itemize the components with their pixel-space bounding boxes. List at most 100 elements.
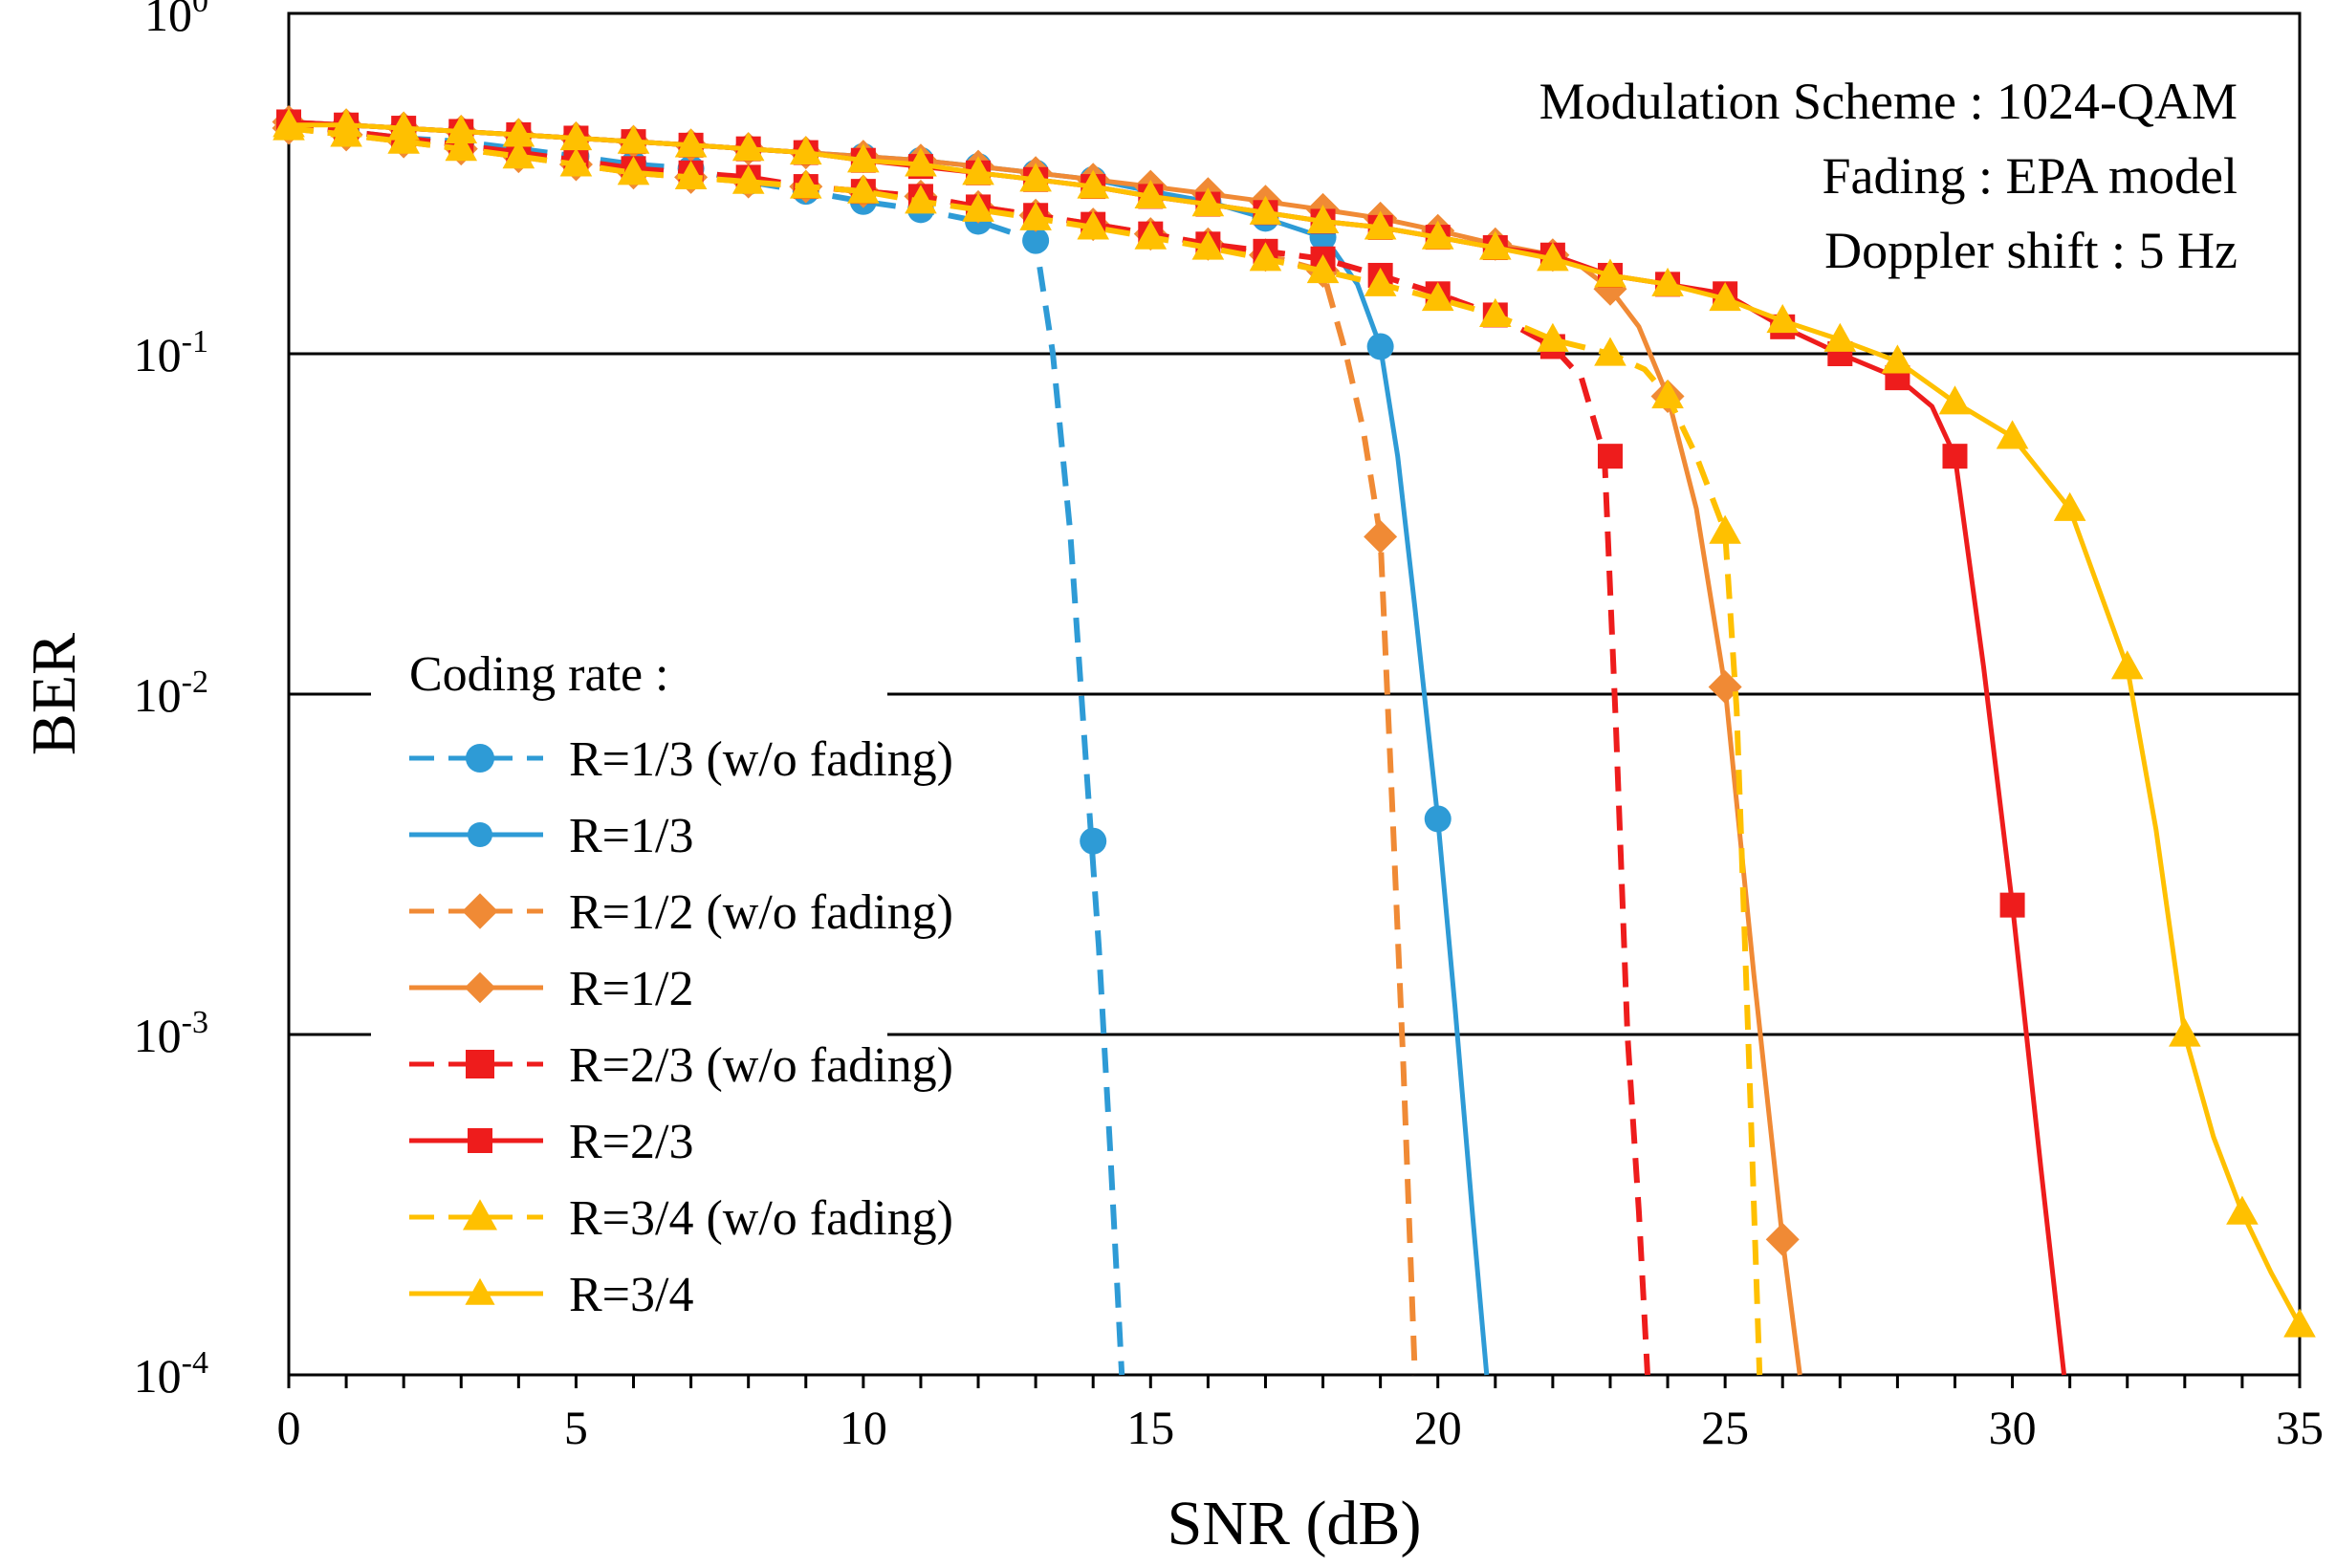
data-point — [1019, 163, 1052, 192]
data-point — [1765, 1222, 1800, 1256]
legend-item: R=1/3 — [409, 809, 693, 863]
legend-swatch-marker — [463, 1199, 497, 1230]
data-point — [1191, 187, 1225, 217]
data-point — [1996, 420, 2029, 449]
data-point — [1249, 242, 1282, 272]
legend-swatch-marker — [468, 822, 492, 847]
y-tick-label: 10-3 — [134, 1005, 208, 1062]
legend-label: R=2/3 (w/o fading) — [569, 1038, 953, 1093]
data-point — [1421, 220, 1454, 250]
legend-label: R=1/2 — [569, 962, 693, 1016]
legend-label: R=3/4 — [569, 1268, 693, 1322]
data-point — [1077, 210, 1109, 240]
x-tick-label: 35 — [2276, 1401, 2324, 1454]
legend-swatch-marker — [466, 1050, 494, 1078]
annotation-1: Fading : EPA model — [1822, 147, 2238, 205]
data-point — [1938, 385, 1972, 415]
data-point — [847, 174, 880, 204]
annotation-2: Doppler shift : 5 Hz — [1824, 222, 2238, 279]
annotation-0: Modulation Scheme : 1024-QAM — [1539, 73, 2238, 130]
data-point — [1364, 267, 1397, 296]
axes: 0 5 10 15 20 25 30 35 100 10-1 10-2 10-3 10-4 SNR (dB… — [19, 0, 2324, 1558]
data-point — [1421, 282, 1454, 312]
annotations: Modulation Scheme : 1024-QAM Fading : EPA… — [1539, 73, 2238, 279]
data-point — [1537, 242, 1569, 272]
x-tick-label: 10 — [840, 1401, 887, 1454]
data-point — [502, 140, 535, 169]
legend-item: R=2/3 (w/o fading) — [409, 1038, 953, 1093]
data-point — [1022, 227, 1050, 254]
data-point — [962, 192, 994, 222]
plot-frame — [287, 11, 2302, 1377]
x-tick-label: 0 — [277, 1401, 301, 1454]
legend-label: R=1/3 (w/o fading) — [569, 732, 953, 787]
series-6 — [273, 111, 1763, 1376]
data-point — [502, 118, 535, 147]
data-point — [1424, 805, 1452, 833]
data-series — [272, 104, 2316, 1376]
data-point — [445, 132, 478, 162]
data-point — [674, 160, 708, 190]
data-point — [1881, 344, 1914, 374]
legend-label: R=1/2 (w/o fading) — [569, 885, 953, 940]
legend-swatch-marker — [464, 971, 496, 1004]
data-point — [1942, 444, 1968, 469]
legend-swatch-marker — [465, 1277, 495, 1305]
data-point — [847, 143, 880, 173]
series-7 — [273, 108, 2316, 1338]
data-point — [2169, 1017, 2201, 1047]
data-point — [674, 128, 708, 158]
data-point — [1080, 827, 1107, 855]
legend-item: R=3/4 (w/o fading) — [409, 1191, 953, 1246]
data-point — [2110, 650, 2144, 680]
legend-background — [371, 631, 887, 1358]
data-point — [273, 108, 305, 138]
data-point — [1364, 519, 1398, 554]
legend-swatch-marker — [468, 1128, 492, 1153]
legend-item: R=2/3 — [409, 1115, 693, 1169]
data-point — [1077, 169, 1109, 199]
data-point — [2053, 491, 2086, 521]
x-tick-label: 30 — [1989, 1401, 2037, 1454]
data-point — [330, 108, 362, 138]
legend-label: R=2/3 — [569, 1115, 693, 1169]
y-tick-label: 10-2 — [134, 664, 208, 722]
data-point — [1306, 204, 1340, 234]
data-point — [962, 156, 994, 185]
data-point — [617, 124, 650, 154]
y-axis-title: BER — [19, 633, 89, 755]
data-point — [1306, 253, 1340, 284]
legend-item: R=1/2 (w/o fading) — [409, 885, 953, 940]
data-point — [1594, 337, 1626, 366]
data-point — [617, 156, 650, 185]
data-point — [1134, 179, 1168, 208]
x-tick-label: 20 — [1414, 1401, 1462, 1454]
legend: Coding rate : R=1/3 (w/o fading) R=1/3 R=1/… — [371, 631, 953, 1358]
data-point — [1191, 230, 1225, 260]
x-tick-label: 5 — [564, 1401, 588, 1454]
data-point — [559, 147, 593, 177]
legend-item: R=3/4 — [409, 1268, 693, 1322]
x-tick-label: 15 — [1126, 1401, 1174, 1454]
x-tick-label: 25 — [1701, 1401, 1749, 1454]
data-point — [905, 147, 937, 177]
data-point — [731, 164, 765, 194]
data-point — [1479, 297, 1512, 328]
legend-label: R=3/4 (w/o fading) — [569, 1191, 953, 1246]
data-point — [1709, 514, 1741, 544]
legend-label: R=1/3 — [569, 809, 693, 863]
data-point — [1651, 267, 1684, 296]
legend-title: Coding rate : — [409, 647, 669, 702]
data-point — [1019, 201, 1052, 230]
data-point — [1709, 282, 1741, 312]
data-point — [1537, 322, 1569, 352]
x-axis-title: SNR (dB) — [1168, 1489, 1422, 1558]
data-point — [789, 169, 822, 199]
legend-swatch-marker — [462, 893, 498, 929]
data-point — [1823, 322, 1857, 352]
legend-item: R=1/3 (w/o fading) — [409, 732, 953, 787]
series-line — [288, 121, 1125, 1376]
data-point — [1594, 258, 1626, 288]
data-point — [731, 132, 765, 162]
